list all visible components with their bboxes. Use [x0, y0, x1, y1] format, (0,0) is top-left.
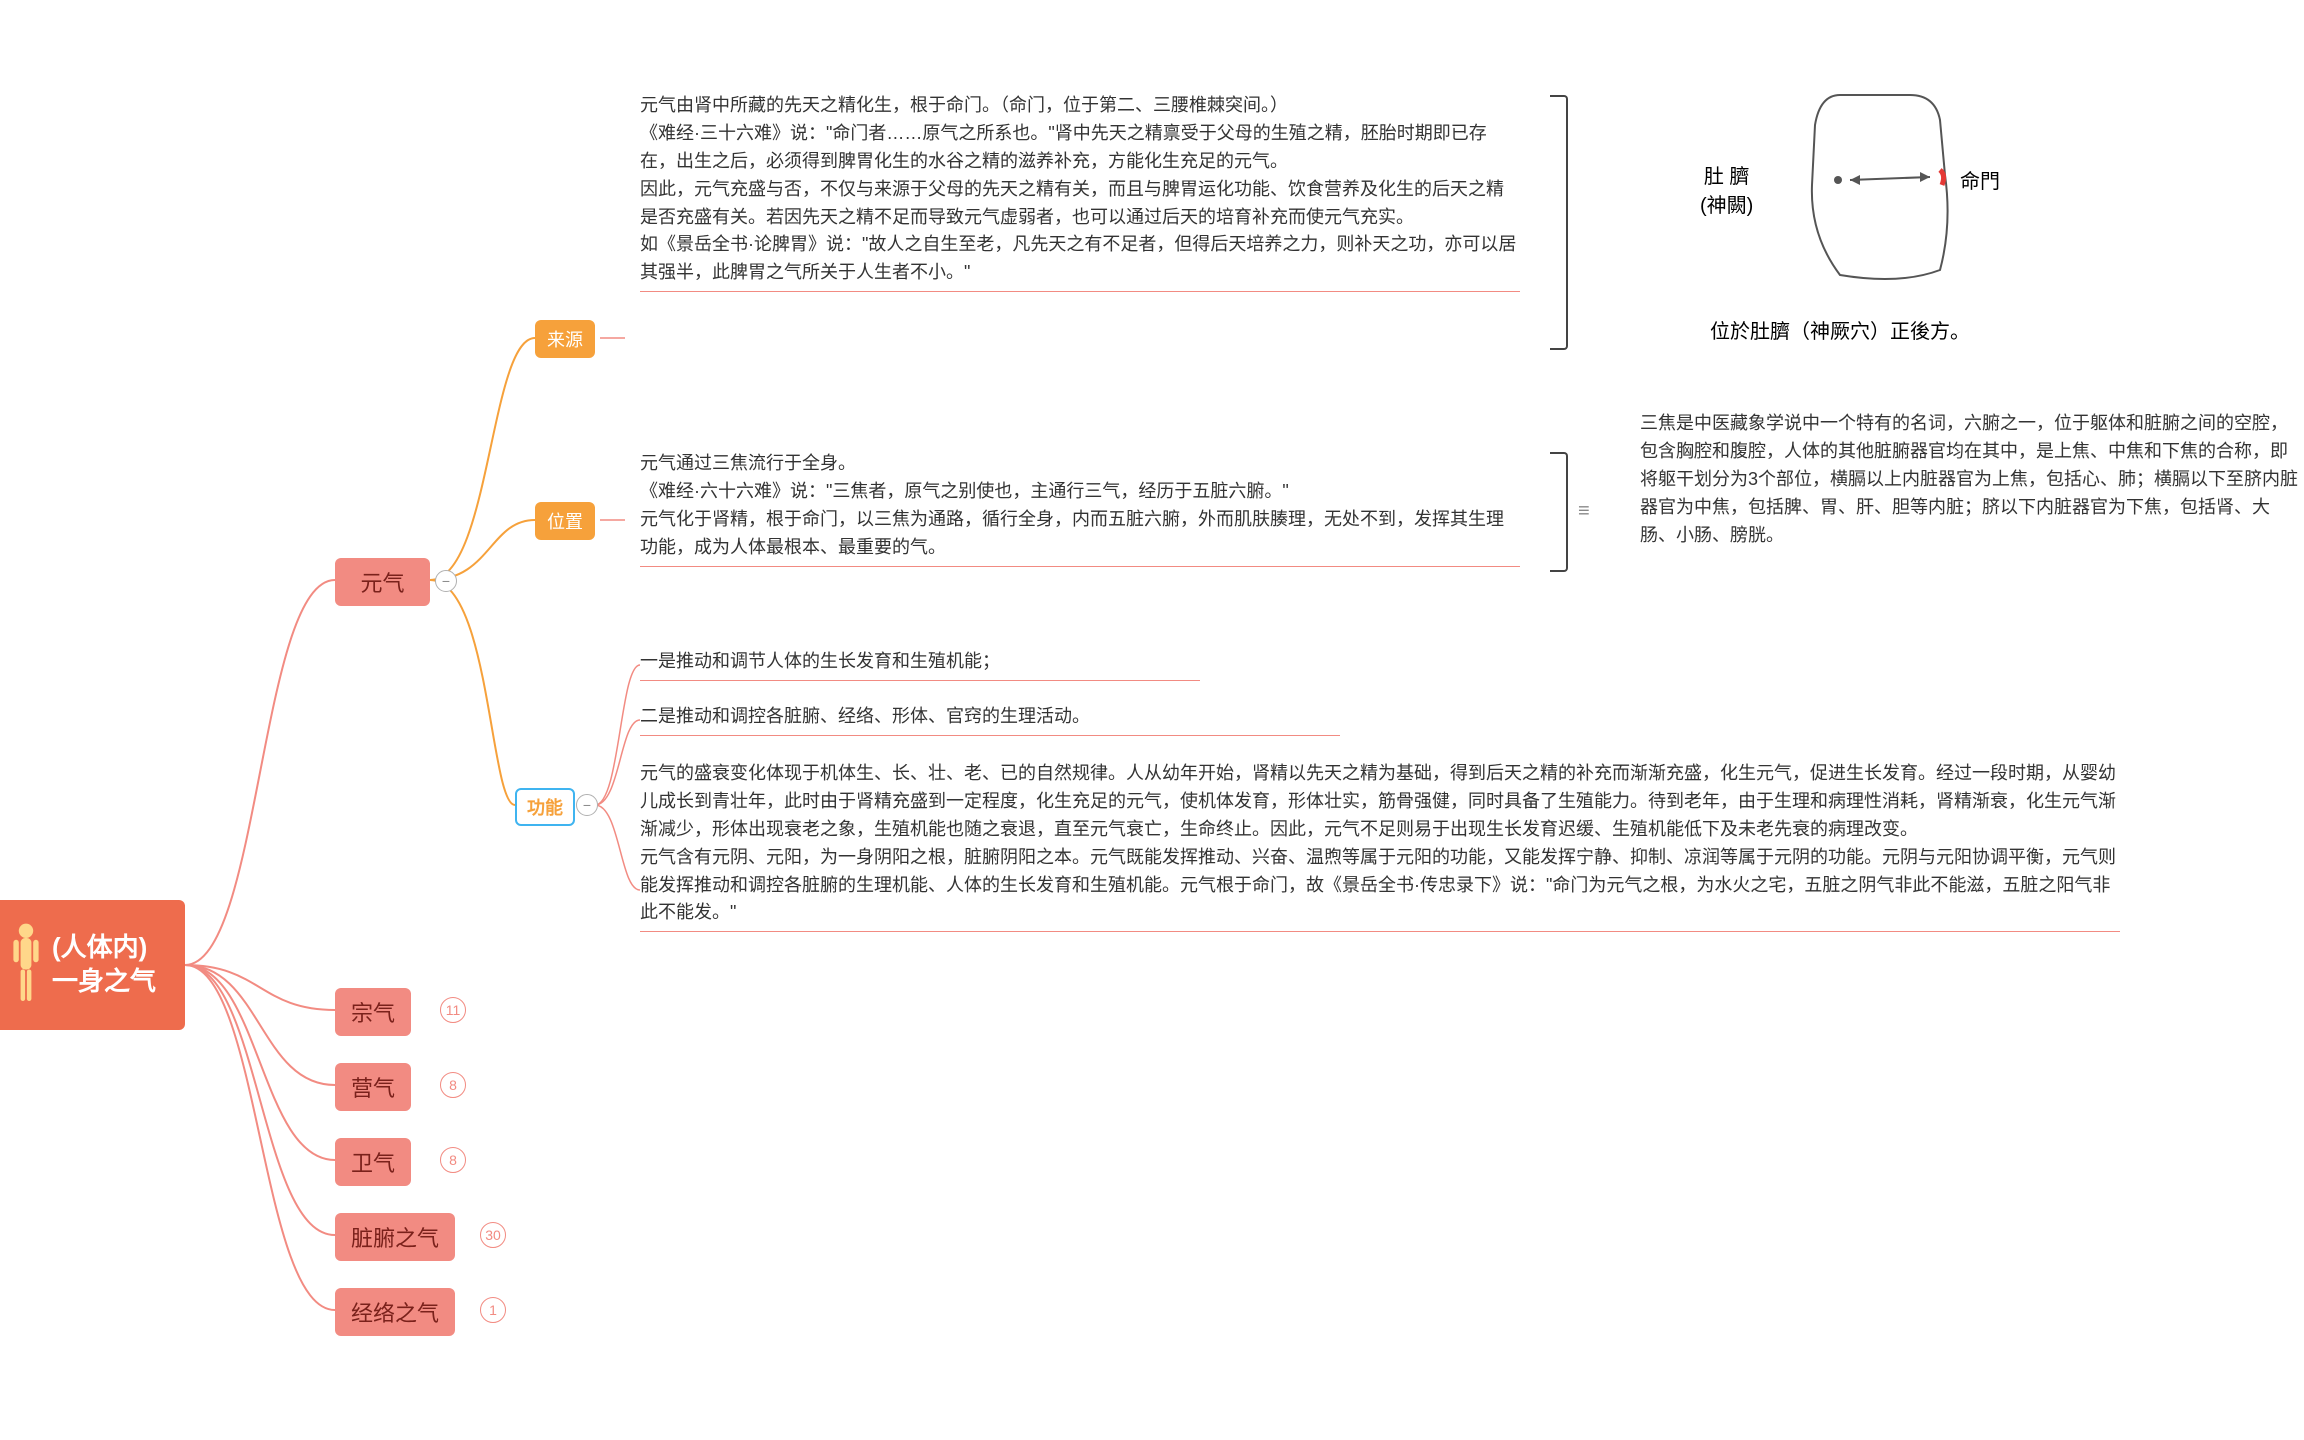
bracket-weizhi	[1550, 452, 1568, 572]
bracket-laiyuan	[1550, 95, 1568, 350]
text-gongneng1: 一是推动和调节人体的生长发育和生殖机能；	[640, 648, 1200, 681]
toggle-yuanqi[interactable]: −	[435, 570, 457, 592]
human-body-icon	[8, 920, 44, 1010]
node-weiqi[interactable]: 卫气	[335, 1138, 411, 1186]
toggle-gongneng[interactable]: −	[576, 794, 598, 816]
count-jingluo[interactable]: 1	[480, 1297, 506, 1323]
count-zangfu[interactable]: 30	[480, 1222, 506, 1248]
node-weizhi[interactable]: 位置	[535, 502, 595, 540]
label-mingmen: 命門	[1960, 165, 2000, 194]
text-weizhi: 元气通过三焦流行于全身。 《难经·六十六难》说："三焦者，原气之别使也，主通行三…	[640, 450, 1520, 567]
node-zongqi[interactable]: 宗气	[335, 988, 411, 1036]
node-yingqi[interactable]: 营气	[335, 1063, 411, 1111]
count-weiqi[interactable]: 8	[440, 1147, 466, 1173]
count-zongqi[interactable]: 11	[440, 997, 466, 1023]
node-laiyuan[interactable]: 来源	[535, 320, 595, 358]
root-label: (人体内) 一身之气	[52, 931, 156, 999]
node-yuanqi[interactable]: 元气	[335, 558, 430, 606]
text-gongneng2: 二是推动和调控各脏腑、经络、形体、官窍的生理活动。	[640, 703, 1340, 736]
text-gongneng3: 元气的盛衰变化体现于机体生、长、壮、老、已的自然规律。人从幼年开始，肾精以先天之…	[640, 760, 2120, 932]
node-gongneng[interactable]: 功能	[515, 788, 575, 826]
node-zangfu[interactable]: 脏腑之气	[335, 1213, 455, 1261]
text-laiyuan: 元气由肾中所藏的先天之精化生，根于命门。（命门，位于第二、三腰椎棘突间。） 《难…	[640, 92, 1520, 292]
count-yingqi[interactable]: 8	[440, 1072, 466, 1098]
equiv-icon: ≡	[1578, 500, 1590, 523]
mingmen-diagram: 肚 臍 (神闕) 命門 位於肚臍（神厥穴）正後方。	[1640, 75, 2020, 310]
label-duqi: 肚 臍 (神闕)	[1700, 160, 1753, 218]
root-node[interactable]: (人体内) 一身之气	[0, 900, 185, 1030]
text-sanjiao: 三焦是中医藏象学说中一个特有的名词，六腑之一，位于躯体和脏腑之间的空腔，包含胸腔…	[1640, 410, 2300, 549]
node-jingluo[interactable]: 经络之气	[335, 1288, 455, 1336]
mingmen-caption: 位於肚臍（神厥穴）正後方。	[1710, 315, 1970, 344]
